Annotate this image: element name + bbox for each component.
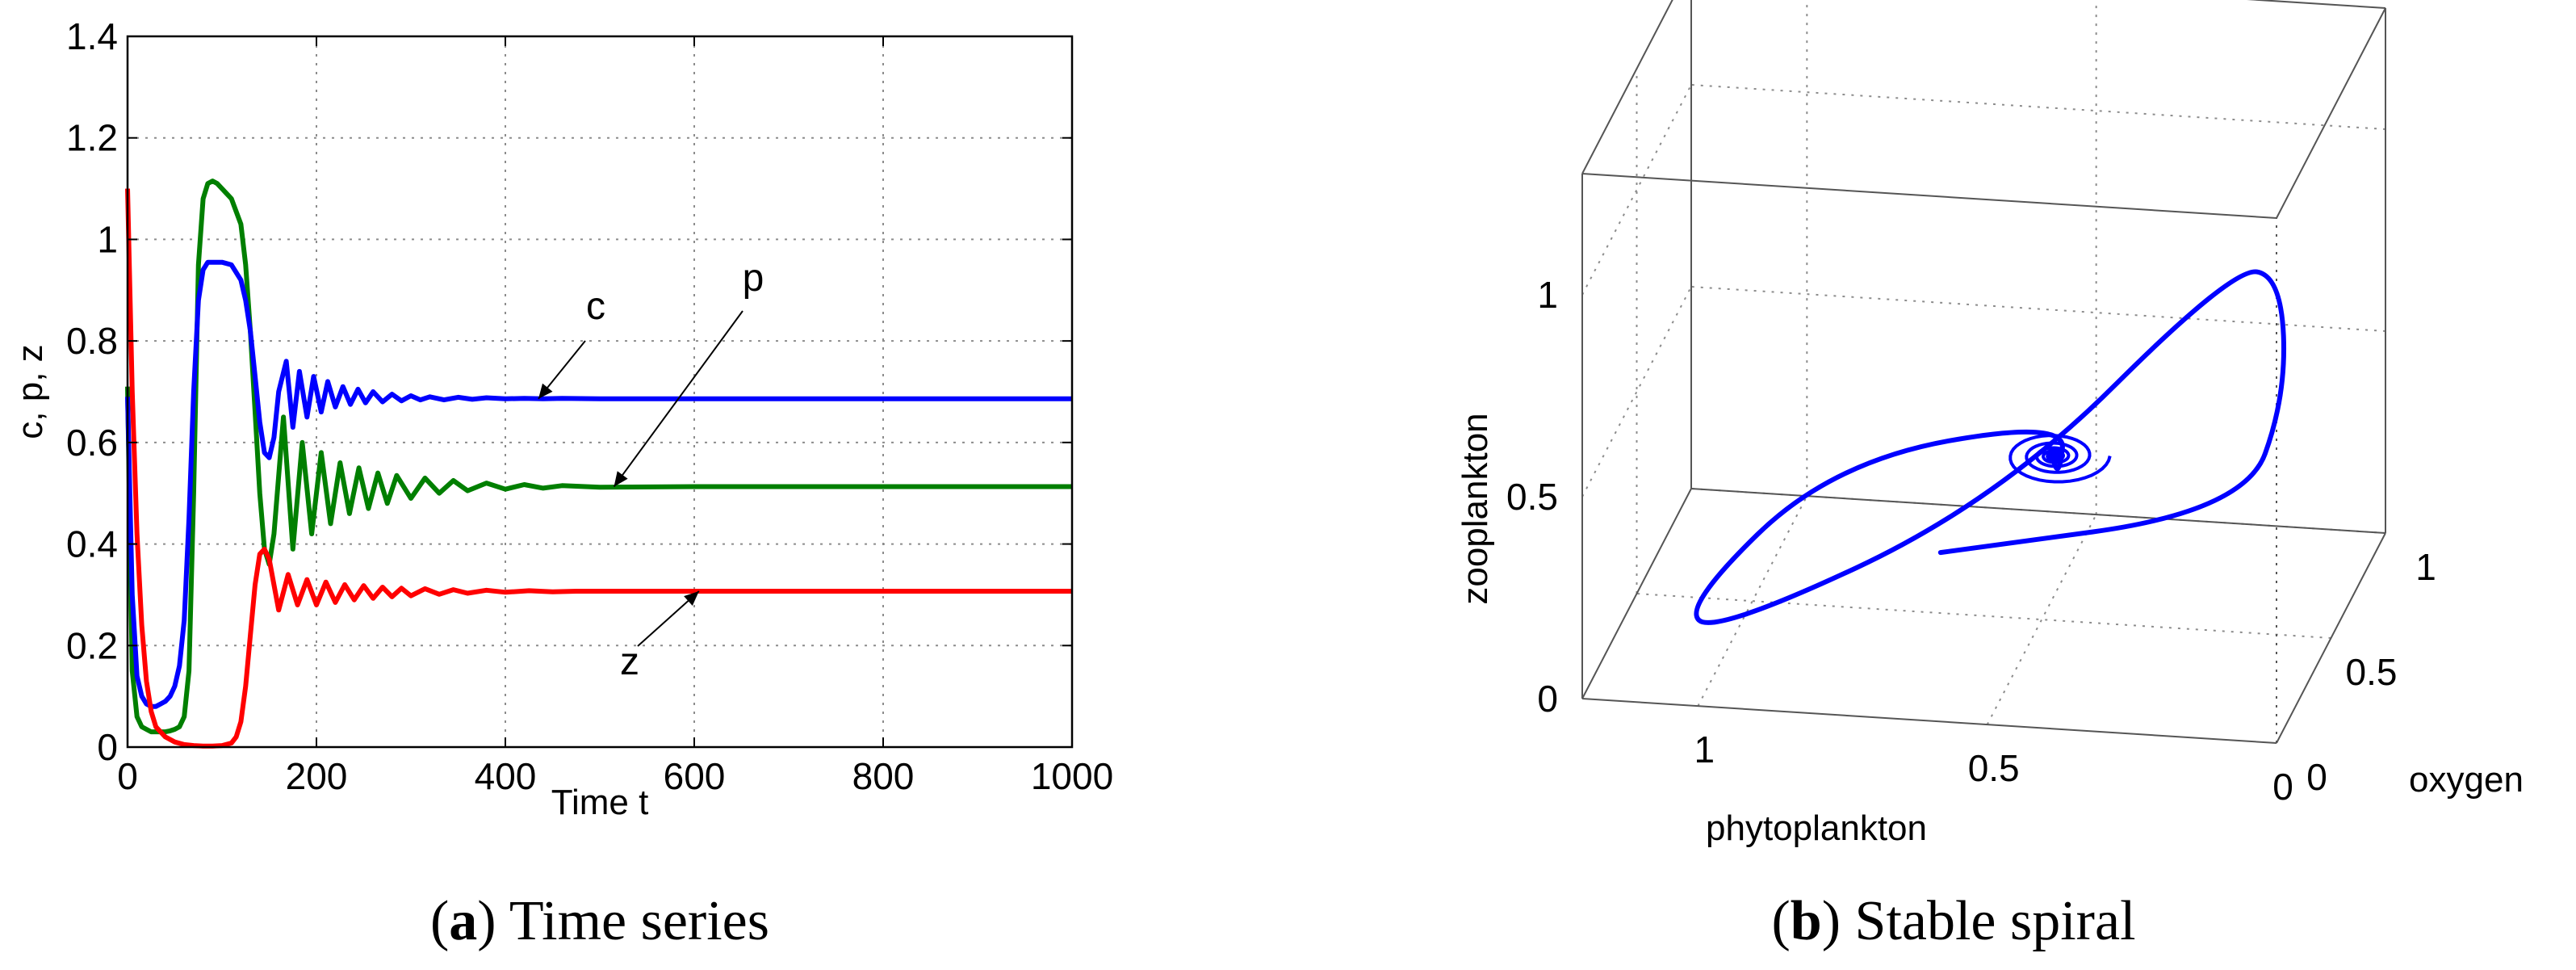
y-tick-label: 1 <box>97 218 118 260</box>
x-tick-label: 0 <box>117 755 138 797</box>
phytoplankton-tick-label: 0.5 <box>1968 747 2020 789</box>
time-series-panel: 0 200 400 600 800 1000 0 0.2 0.4 0.6 0.8 1 1.2 1.4 c p… <box>10 15 1113 952</box>
time-series-tick-labels: 0 200 400 600 800 1000 0 0.2 0.4 0.6 0.8 1 1.2 1.4 <box>66 15 1113 797</box>
caption-a-letter: a <box>449 890 477 952</box>
x-tick-label: 800 <box>852 755 915 797</box>
y-tick-label: 1.4 <box>66 15 118 57</box>
box-edge <box>1581 173 2277 219</box>
x-tick-label: 1000 <box>1031 755 1113 797</box>
y-tick-label: 0.6 <box>66 422 118 464</box>
zooplankton-tick-label: 1 <box>1537 274 1558 316</box>
series-line-z <box>125 188 1072 749</box>
floor-gridline <box>1636 593 2331 639</box>
annotation-label-p: p <box>743 257 764 300</box>
floor-gridline <box>1697 495 1808 707</box>
oxygen-tick-label: 1 <box>2415 546 2436 588</box>
x-tick-label: 200 <box>286 755 348 797</box>
back-gridline <box>1690 286 2386 332</box>
time-series-ticks <box>127 36 1073 748</box>
phase-portrait-grid <box>1581 0 2386 725</box>
oxygen-axis-label: oxygen <box>2409 760 2524 800</box>
x-tick-label: 400 <box>475 755 537 797</box>
side-gridline <box>1581 84 1692 296</box>
box-edge <box>2276 532 2386 744</box>
phase-portrait-trajectory <box>1694 269 2287 625</box>
time-series-frame <box>126 35 1074 749</box>
zooplankton-tick-label: 0 <box>1537 678 1558 720</box>
time-series-annotations: c p z <box>538 257 764 683</box>
caption-b: (b) Stable spiral <box>1771 890 2135 952</box>
floor-gridline <box>1986 514 2097 725</box>
series-line-c <box>125 259 1072 709</box>
oxygen-tick-label: 0 <box>2306 756 2327 798</box>
box-edge <box>1581 698 2277 744</box>
zooplankton-axis-label: zooplankton <box>1456 413 1495 604</box>
time-series-lines <box>125 178 1072 749</box>
annotation-label-c: c <box>586 285 605 328</box>
phytoplankton-tick-label: 1 <box>1694 729 1715 771</box>
caption-a-text: Time series <box>509 890 769 952</box>
side-gridline <box>1581 286 1692 498</box>
back-gridline <box>1690 84 2386 130</box>
box-edge <box>1581 0 1673 174</box>
x-axis-label: Time t <box>551 783 649 822</box>
y-axis-label: c, p, z <box>10 344 50 439</box>
y-tick-label: 0.2 <box>66 624 118 666</box>
x-tick-label: 600 <box>664 755 726 797</box>
oxygen-tick-label: 0.5 <box>2346 651 2398 693</box>
box-edge <box>1581 488 1692 699</box>
annotation-arrowhead-z <box>684 591 699 606</box>
annotation-arrow-p <box>613 310 743 488</box>
caption-b-text: Stable spiral <box>1855 890 2136 952</box>
box-edge <box>1690 488 2386 534</box>
y-tick-label: 0 <box>97 726 118 768</box>
box-edge <box>2246 0 2386 9</box>
zooplankton-tick-label: 0.5 <box>1506 476 1558 518</box>
annotation-arrowhead-p <box>614 471 628 487</box>
trajectory-line <box>1694 269 2287 625</box>
phytoplankton-axis-label: phytoplankton <box>1706 808 1927 848</box>
y-tick-label: 1.2 <box>66 117 118 159</box>
caption-a: (a) Time series <box>430 890 769 952</box>
box-edge <box>2276 7 2386 219</box>
spiral-line <box>2008 434 2112 484</box>
y-tick-label: 0.8 <box>66 320 118 362</box>
phytoplankton-tick-label: 0 <box>2272 766 2293 808</box>
annotation-label-z: z <box>620 640 639 683</box>
caption-b-letter: b <box>1791 890 1822 952</box>
y-tick-label: 0.4 <box>66 523 118 565</box>
annotation-arrowhead-c <box>538 383 553 399</box>
time-series-grid <box>128 36 1072 747</box>
phase-portrait-box <box>1581 0 2386 744</box>
